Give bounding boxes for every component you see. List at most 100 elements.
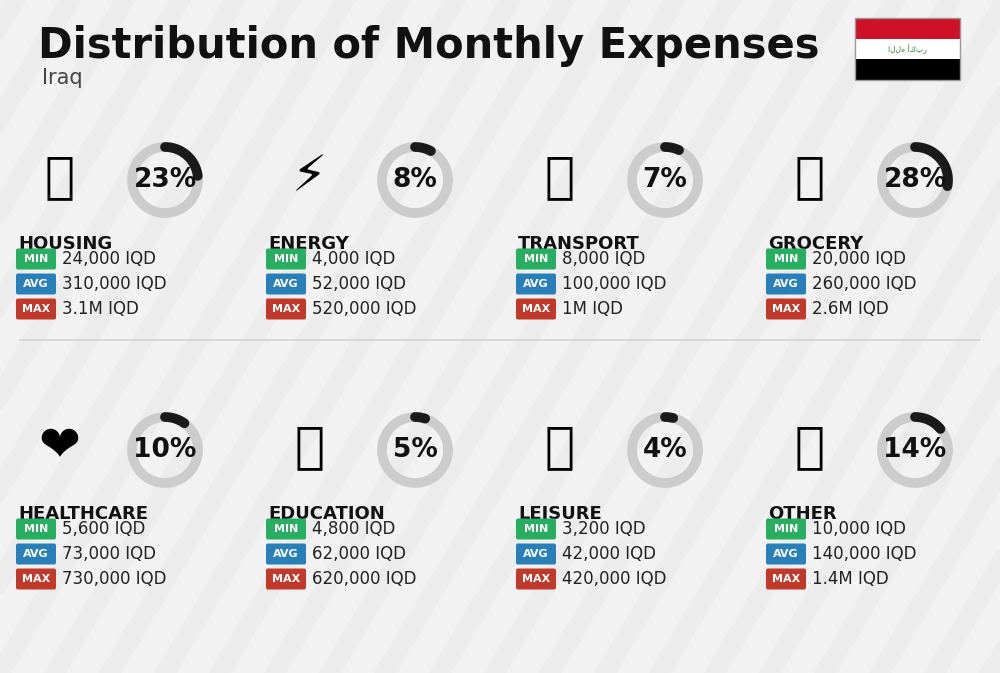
Text: 730,000 IQD: 730,000 IQD xyxy=(62,570,166,588)
Text: MAX: MAX xyxy=(272,304,300,314)
Text: MIN: MIN xyxy=(774,524,798,534)
Text: 5%: 5% xyxy=(393,437,437,463)
Text: 8,000 IQD: 8,000 IQD xyxy=(562,250,645,268)
FancyBboxPatch shape xyxy=(16,273,56,295)
Text: 140,000 IQD: 140,000 IQD xyxy=(812,545,916,563)
Text: 💰: 💰 xyxy=(795,423,825,471)
FancyBboxPatch shape xyxy=(766,273,806,295)
Text: Iraq: Iraq xyxy=(42,68,83,88)
FancyBboxPatch shape xyxy=(516,518,556,540)
Text: 24,000 IQD: 24,000 IQD xyxy=(62,250,156,268)
FancyBboxPatch shape xyxy=(16,248,56,269)
Text: 520,000 IQD: 520,000 IQD xyxy=(312,300,416,318)
FancyBboxPatch shape xyxy=(766,544,806,565)
Text: 7%: 7% xyxy=(643,167,687,193)
Text: MAX: MAX xyxy=(522,304,550,314)
Text: MAX: MAX xyxy=(772,574,800,584)
FancyBboxPatch shape xyxy=(766,248,806,269)
Text: AVG: AVG xyxy=(273,549,299,559)
FancyBboxPatch shape xyxy=(766,569,806,590)
Text: 2.6M IQD: 2.6M IQD xyxy=(812,300,889,318)
Text: 100,000 IQD: 100,000 IQD xyxy=(562,275,666,293)
Text: 1.4M IQD: 1.4M IQD xyxy=(812,570,889,588)
Text: 73,000 IQD: 73,000 IQD xyxy=(62,545,156,563)
Text: MIN: MIN xyxy=(24,254,48,264)
Text: 8%: 8% xyxy=(393,167,437,193)
Text: MAX: MAX xyxy=(772,304,800,314)
FancyBboxPatch shape xyxy=(266,248,306,269)
Text: 1M IQD: 1M IQD xyxy=(562,300,623,318)
FancyBboxPatch shape xyxy=(266,518,306,540)
FancyBboxPatch shape xyxy=(266,273,306,295)
Bar xyxy=(855,59,960,80)
FancyBboxPatch shape xyxy=(516,569,556,590)
Text: OTHER: OTHER xyxy=(768,505,837,523)
Text: 4%: 4% xyxy=(643,437,687,463)
Text: EDUCATION: EDUCATION xyxy=(268,505,385,523)
Text: AVG: AVG xyxy=(523,279,549,289)
Text: HOUSING: HOUSING xyxy=(18,235,112,253)
FancyBboxPatch shape xyxy=(16,299,56,320)
Text: 4,000 IQD: 4,000 IQD xyxy=(312,250,395,268)
Text: 14%: 14% xyxy=(883,437,947,463)
Text: 62,000 IQD: 62,000 IQD xyxy=(312,545,406,563)
Text: 5,600 IQD: 5,600 IQD xyxy=(62,520,145,538)
Text: 420,000 IQD: 420,000 IQD xyxy=(562,570,666,588)
Text: 620,000 IQD: 620,000 IQD xyxy=(312,570,416,588)
Text: 🚌: 🚌 xyxy=(545,153,575,201)
Text: AVG: AVG xyxy=(273,279,299,289)
FancyBboxPatch shape xyxy=(16,544,56,565)
FancyBboxPatch shape xyxy=(516,544,556,565)
Text: 4,800 IQD: 4,800 IQD xyxy=(312,520,395,538)
FancyBboxPatch shape xyxy=(516,248,556,269)
Text: 23%: 23% xyxy=(133,167,197,193)
Text: MIN: MIN xyxy=(274,524,298,534)
Text: AVG: AVG xyxy=(23,279,49,289)
Text: 3,200 IQD: 3,200 IQD xyxy=(562,520,646,538)
FancyBboxPatch shape xyxy=(16,518,56,540)
Text: MIN: MIN xyxy=(774,254,798,264)
Text: ⚡️: ⚡️ xyxy=(292,153,328,201)
Text: GROCERY: GROCERY xyxy=(768,235,863,253)
Text: AVG: AVG xyxy=(23,549,49,559)
Text: 🛒: 🛒 xyxy=(795,153,825,201)
FancyBboxPatch shape xyxy=(266,569,306,590)
Text: ❤️: ❤️ xyxy=(39,423,81,471)
Text: MAX: MAX xyxy=(22,574,50,584)
Text: الله أكبر: الله أكبر xyxy=(888,44,927,54)
Text: 🎓: 🎓 xyxy=(295,423,325,471)
Text: AVG: AVG xyxy=(773,279,799,289)
Text: 10%: 10% xyxy=(133,437,197,463)
Text: 10,000 IQD: 10,000 IQD xyxy=(812,520,906,538)
FancyBboxPatch shape xyxy=(516,273,556,295)
Text: ENERGY: ENERGY xyxy=(268,235,349,253)
Bar xyxy=(855,18,960,38)
Text: 260,000 IQD: 260,000 IQD xyxy=(812,275,916,293)
Text: AVG: AVG xyxy=(523,549,549,559)
Text: MIN: MIN xyxy=(524,254,548,264)
FancyBboxPatch shape xyxy=(766,518,806,540)
Text: MAX: MAX xyxy=(272,574,300,584)
Text: Distribution of Monthly Expenses: Distribution of Monthly Expenses xyxy=(38,25,820,67)
Text: 🏢: 🏢 xyxy=(45,153,75,201)
Text: HEALTHCARE: HEALTHCARE xyxy=(18,505,148,523)
FancyBboxPatch shape xyxy=(16,569,56,590)
Text: 42,000 IQD: 42,000 IQD xyxy=(562,545,656,563)
Text: 52,000 IQD: 52,000 IQD xyxy=(312,275,406,293)
Text: MAX: MAX xyxy=(522,574,550,584)
FancyBboxPatch shape xyxy=(516,299,556,320)
Text: 20,000 IQD: 20,000 IQD xyxy=(812,250,906,268)
FancyBboxPatch shape xyxy=(766,299,806,320)
Text: 🛍️: 🛍️ xyxy=(545,423,575,471)
FancyBboxPatch shape xyxy=(266,299,306,320)
Text: MIN: MIN xyxy=(524,524,548,534)
Text: MAX: MAX xyxy=(22,304,50,314)
Text: TRANSPORT: TRANSPORT xyxy=(518,235,640,253)
Bar xyxy=(855,18,960,80)
FancyBboxPatch shape xyxy=(266,544,306,565)
Text: MIN: MIN xyxy=(274,254,298,264)
Text: 28%: 28% xyxy=(883,167,947,193)
Text: LEISURE: LEISURE xyxy=(518,505,602,523)
Text: 3.1M IQD: 3.1M IQD xyxy=(62,300,139,318)
Text: MIN: MIN xyxy=(24,524,48,534)
